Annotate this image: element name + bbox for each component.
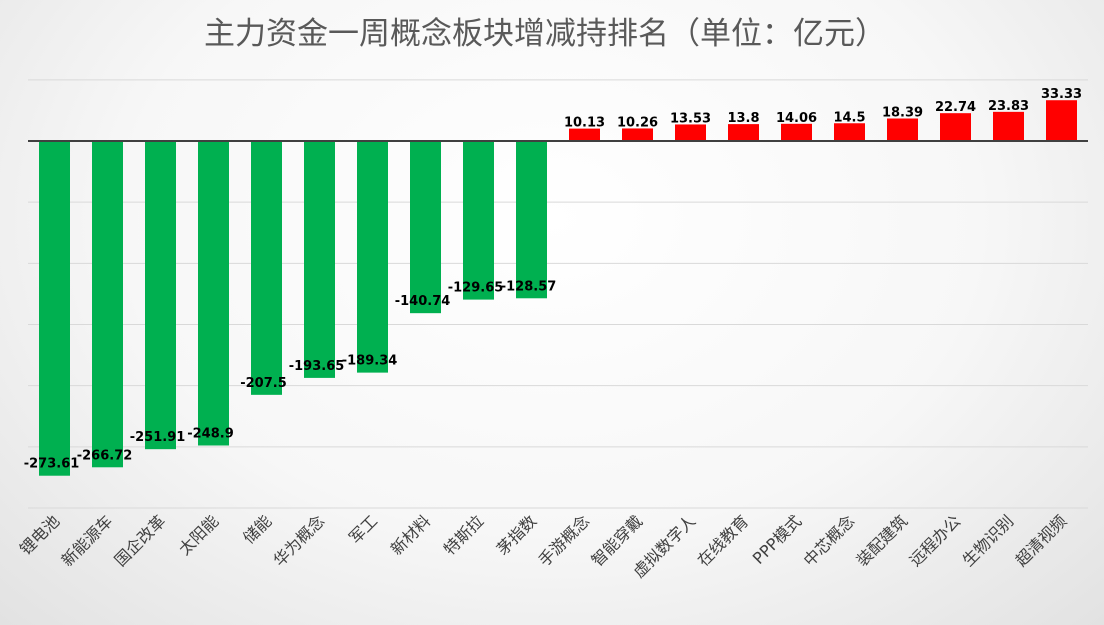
bar bbox=[251, 141, 282, 395]
data-label: -193.65 bbox=[289, 359, 345, 374]
x-tick-label: 手游概念 bbox=[535, 511, 594, 570]
x-tick-label: 特斯拉 bbox=[440, 511, 487, 558]
x-tick-label: 军工 bbox=[345, 511, 381, 547]
x-tick-label: 在线教育 bbox=[694, 511, 753, 570]
bar bbox=[1046, 100, 1077, 141]
x-tick-label: 生物识别 bbox=[959, 511, 1018, 570]
data-label: -128.57 bbox=[501, 279, 557, 294]
x-tick-label: 中芯概念 bbox=[800, 511, 859, 570]
x-tick-label: 太阳能 bbox=[175, 511, 222, 558]
bar bbox=[728, 124, 759, 141]
data-label: 10.26 bbox=[617, 115, 658, 130]
bar bbox=[410, 141, 441, 314]
data-labels: -273.61-266.72 -251.91 -248.9 -207.5-193.65… bbox=[24, 87, 1082, 471]
x-tick-label: 装配建筑 bbox=[853, 511, 912, 570]
chart-title: 主力资金一周概念板块增减持排名（单位：亿元） bbox=[204, 16, 886, 52]
data-label: 33.33 bbox=[1041, 87, 1082, 102]
x-tick-label: 远程办公 bbox=[906, 511, 965, 570]
bar bbox=[145, 141, 176, 450]
data-label: 22.74 bbox=[935, 100, 976, 115]
bar bbox=[940, 113, 971, 141]
bar bbox=[516, 141, 547, 299]
x-tick-label: 锂电池 bbox=[16, 511, 63, 558]
bar bbox=[675, 124, 706, 141]
x-tick-label: PPP模式 bbox=[749, 511, 806, 568]
bar bbox=[92, 141, 123, 468]
data-label: -140.74 bbox=[395, 294, 451, 309]
gridlines bbox=[28, 79, 1088, 509]
data-label: -248.9 bbox=[187, 426, 234, 441]
x-tick-label: 新能源车 bbox=[58, 511, 117, 570]
bars bbox=[39, 100, 1077, 476]
bar bbox=[569, 128, 600, 141]
data-label: 13.8 bbox=[727, 111, 759, 126]
bar bbox=[357, 141, 388, 373]
data-label: 18.39 bbox=[882, 106, 923, 121]
data-label: 23.83 bbox=[988, 99, 1029, 114]
data-label: -129.65 bbox=[448, 281, 504, 296]
x-tick-label: 华为概念 bbox=[270, 511, 329, 570]
x-tick-label: 茅指数 bbox=[493, 511, 540, 558]
data-label: 13.53 bbox=[670, 111, 711, 126]
x-tick-label: 储能 bbox=[239, 511, 275, 547]
bar bbox=[304, 141, 335, 378]
bar bbox=[834, 123, 865, 141]
data-label: -251.91 bbox=[130, 430, 186, 445]
data-label: 14.5 bbox=[833, 110, 865, 125]
data-label: -207.5 bbox=[240, 376, 287, 391]
data-label: 10.13 bbox=[564, 116, 605, 131]
bar bbox=[198, 141, 229, 446]
x-tick-label: 超清视频 bbox=[1012, 511, 1071, 570]
x-tick-label: 新材料 bbox=[387, 511, 434, 558]
bar bbox=[887, 118, 918, 141]
bar bbox=[781, 123, 812, 141]
data-label: -266.72 bbox=[77, 448, 133, 463]
bar bbox=[993, 111, 1024, 141]
bar bbox=[463, 141, 494, 300]
data-label: 14.06 bbox=[776, 111, 817, 126]
bar bbox=[39, 141, 70, 476]
data-label: -273.61 bbox=[24, 457, 80, 472]
x-tick-label: 国企改革 bbox=[111, 511, 170, 570]
data-label: -189.34 bbox=[342, 354, 398, 369]
bar bbox=[622, 128, 653, 141]
